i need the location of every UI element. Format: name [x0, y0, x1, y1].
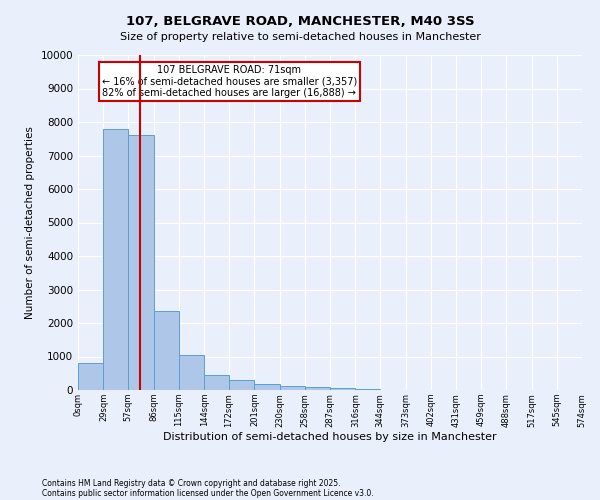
- Bar: [179, 355, 205, 390]
- Text: 107 BELGRAVE ROAD: 71sqm
← 16% of semi-detached houses are smaller (3,357)
82% o: 107 BELGRAVE ROAD: 71sqm ← 16% of semi-d…: [101, 65, 357, 98]
- Bar: [305, 386, 330, 390]
- Bar: [229, 380, 254, 390]
- Text: Contains public sector information licensed under the Open Government Licence v3: Contains public sector information licen…: [42, 488, 374, 498]
- X-axis label: Distribution of semi-detached houses by size in Manchester: Distribution of semi-detached houses by …: [163, 432, 497, 442]
- Text: Size of property relative to semi-detached houses in Manchester: Size of property relative to semi-detach…: [119, 32, 481, 42]
- Bar: [128, 136, 154, 390]
- Bar: [280, 386, 305, 390]
- Text: 107, BELGRAVE ROAD, MANCHESTER, M40 3SS: 107, BELGRAVE ROAD, MANCHESTER, M40 3SS: [125, 15, 475, 28]
- Bar: [78, 363, 103, 390]
- Bar: [205, 375, 229, 390]
- Bar: [330, 388, 355, 390]
- Bar: [154, 312, 179, 390]
- Bar: [254, 384, 280, 390]
- Text: Contains HM Land Registry data © Crown copyright and database right 2025.: Contains HM Land Registry data © Crown c…: [42, 478, 341, 488]
- Bar: [103, 128, 128, 390]
- Y-axis label: Number of semi-detached properties: Number of semi-detached properties: [25, 126, 35, 319]
